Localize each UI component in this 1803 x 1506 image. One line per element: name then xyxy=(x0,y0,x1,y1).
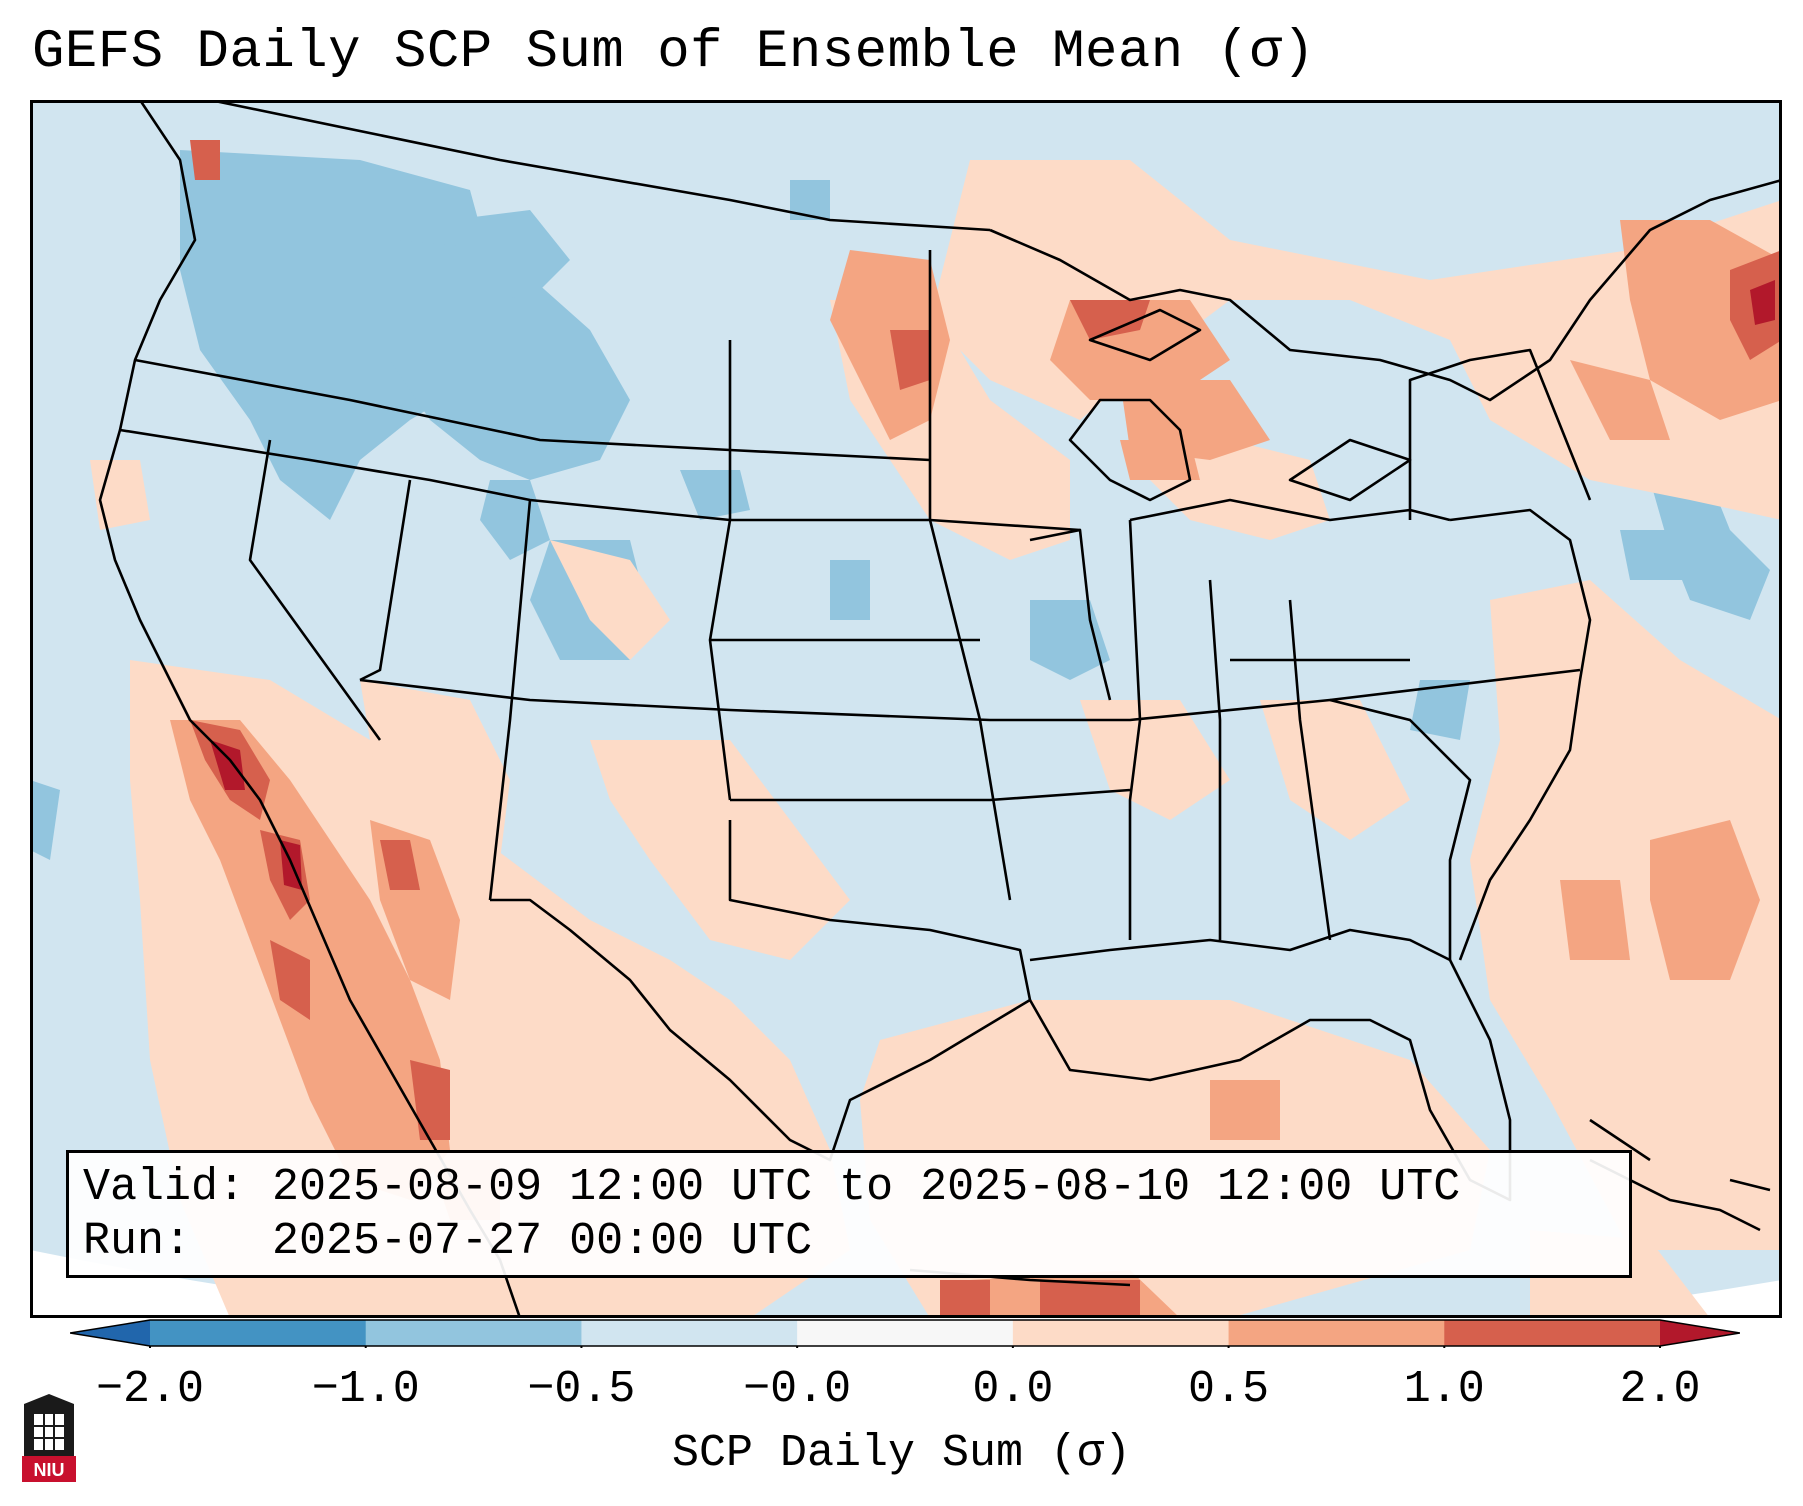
atlantic-coastline xyxy=(1449,508,1592,961)
colorbar-segment xyxy=(1444,1320,1661,1346)
valid-time-text: Valid: 2025-08-09 12:00 UTC to 2025-08-1… xyxy=(83,1162,1461,1213)
colorbar-tick-label: −0.5 xyxy=(527,1364,636,1415)
us-canada-border-east xyxy=(989,178,1782,402)
validity-info-box: Valid: 2025-08-09 12:00 UTC to 2025-08-1… xyxy=(66,1150,1632,1278)
colorbar-tick-label: 2.0 xyxy=(1619,1364,1701,1415)
iowa-illinois-border xyxy=(1029,528,1112,701)
colorbar-under-arrow xyxy=(70,1320,150,1346)
colorbar-segment xyxy=(797,1320,1014,1346)
colorbar-tick-label: 0.5 xyxy=(1188,1364,1270,1415)
colorbar-tick-label: 0.0 xyxy=(972,1364,1054,1415)
alabama-border xyxy=(1208,579,1222,940)
niu-logo-icon: NIU xyxy=(22,1394,76,1482)
colorbar-over-arrow xyxy=(1660,1320,1740,1346)
map-title: GEFS Daily SCP Sum of Ensemble Mean (σ) xyxy=(32,22,1316,83)
nevada-border xyxy=(248,439,382,741)
texas-outline xyxy=(490,820,1032,1162)
map-panel xyxy=(30,100,1782,1318)
boundaries xyxy=(98,100,1782,1318)
colorbar-tick-label: 1.0 xyxy=(1403,1364,1485,1415)
colorbar-label: SCP Daily Sum (σ) xyxy=(671,1428,1132,1479)
scp-map xyxy=(30,100,1782,1318)
colorbar-segment xyxy=(1228,1320,1445,1346)
utah-west-border xyxy=(359,479,412,682)
boundary-row-1 xyxy=(134,358,931,462)
utah-east-border xyxy=(488,499,532,901)
oklahoma-border xyxy=(730,788,1131,802)
colorbar-tick-label: −0.0 xyxy=(743,1364,852,1415)
georgia-border xyxy=(1288,599,1332,941)
pacific-coastline xyxy=(98,100,522,1318)
run-time-text: Run: 2025-07-27 00:00 UTC xyxy=(83,1216,813,1267)
logo-text: NIU xyxy=(34,1460,65,1480)
colorbar xyxy=(70,1319,1740,1348)
negative-anomaly-areas xyxy=(30,150,1770,860)
colorbar-tick-label: −2.0 xyxy=(95,1364,205,1415)
colorbar-segment xyxy=(1012,1320,1230,1346)
islands-east xyxy=(1729,1178,1771,1192)
colorbar-segment xyxy=(150,1320,367,1346)
colorbar-segment xyxy=(365,1320,582,1346)
mississippi-border xyxy=(1128,519,1142,940)
northeast-border xyxy=(1408,348,1592,520)
us-canada-border-west xyxy=(209,100,991,232)
lake-superior xyxy=(1088,308,1202,362)
carolina-border xyxy=(1329,698,1472,960)
colorbar-segment xyxy=(581,1320,798,1346)
ohio-valley-border xyxy=(1129,498,1451,522)
colorbar-tick-label: −1.0 xyxy=(311,1364,420,1415)
lake-erie-ontario xyxy=(1288,438,1412,502)
lake-michigan xyxy=(1068,398,1192,502)
plains-west-border xyxy=(708,340,732,801)
map-border xyxy=(30,100,1782,1318)
bahamas xyxy=(1589,1118,1651,1162)
